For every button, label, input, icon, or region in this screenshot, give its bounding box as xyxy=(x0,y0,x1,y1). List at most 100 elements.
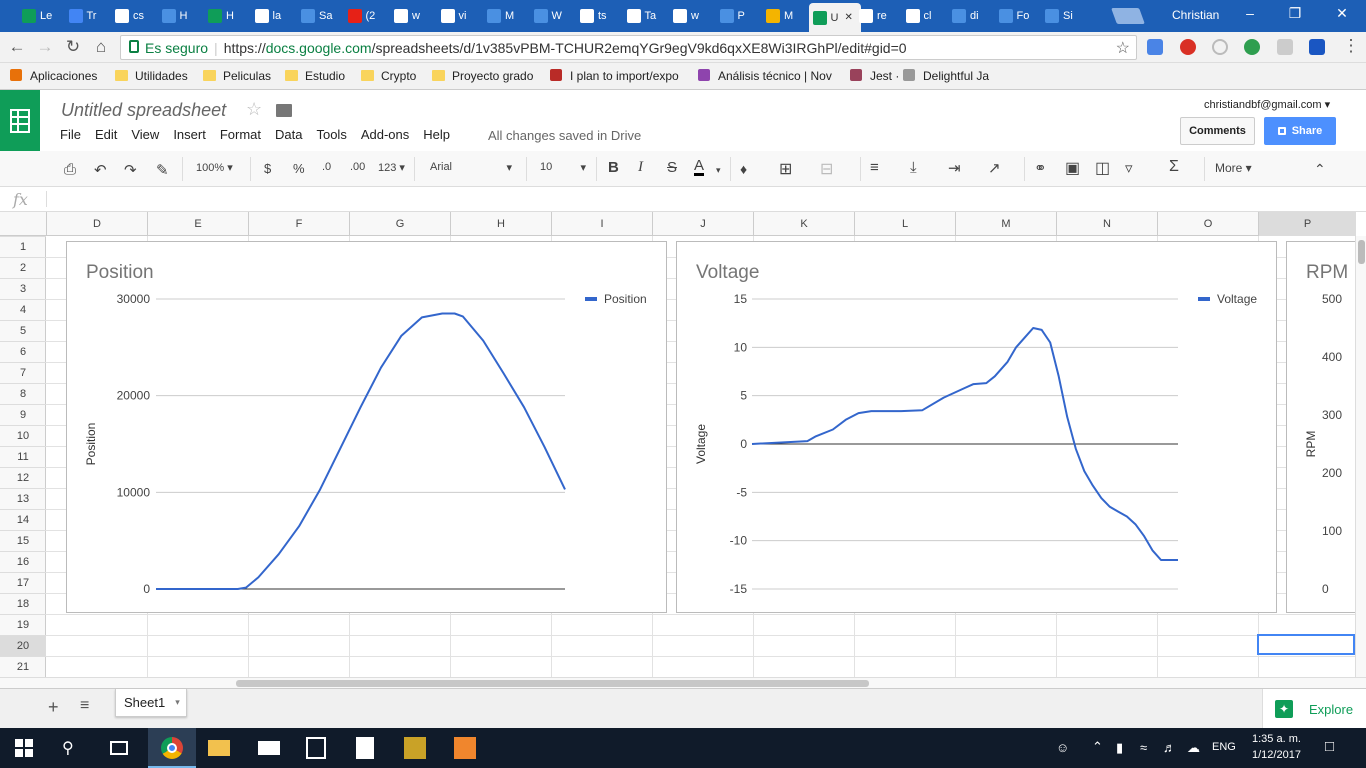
share-button[interactable]: Share xyxy=(1264,117,1336,145)
document-title[interactable]: Untitled spreadsheet xyxy=(61,100,227,120)
close-window-icon[interactable]: ✕ xyxy=(1336,5,1348,21)
browser-tab[interactable]: M xyxy=(483,4,527,28)
column-header[interactable]: P xyxy=(1258,212,1356,236)
formula-input[interactable] xyxy=(54,192,1354,208)
column-header[interactable]: E xyxy=(147,212,248,236)
menu-insert[interactable]: Insert xyxy=(173,127,206,142)
onedrive-icon[interactable]: ☁ xyxy=(1187,740,1200,755)
add-sheet-icon[interactable]: + xyxy=(48,697,59,717)
row-header[interactable]: 1 xyxy=(0,236,46,257)
save-status[interactable]: All changes saved in Drive xyxy=(488,128,642,143)
store-icon[interactable] xyxy=(306,737,326,759)
column-header[interactable]: J xyxy=(652,212,753,236)
translate-extension-icon[interactable] xyxy=(1147,39,1163,55)
explore-button[interactable]: ✦ Explore xyxy=(1262,689,1366,729)
bookmark-item[interactable]: Jest · xyxy=(850,69,899,83)
file-explorer-icon[interactable] xyxy=(208,740,230,756)
menu-help[interactable]: Help xyxy=(423,127,450,142)
decrease-decimals-button[interactable]: .0 xyxy=(322,161,332,173)
align-left-icon[interactable]: ≡ xyxy=(870,159,879,176)
all-sheets-icon[interactable]: ≡ xyxy=(80,697,90,714)
browser-tab[interactable]: Ta xyxy=(623,4,667,28)
bold-button[interactable]: B xyxy=(608,159,619,176)
menu-edit[interactable]: Edit xyxy=(94,127,118,142)
menu-format[interactable]: Format xyxy=(219,127,261,142)
home-icon[interactable]: ⌂ xyxy=(95,37,107,56)
insert-comment-icon[interactable]: ▣ xyxy=(1065,160,1081,177)
mail-icon[interactable] xyxy=(258,741,280,755)
text-rotation-icon[interactable]: ↗ xyxy=(988,160,1001,177)
vertical-scrollbar[interactable] xyxy=(1355,236,1366,677)
bookmark-item[interactable]: Delightful Ja xyxy=(903,69,989,83)
star-icon[interactable]: ☆ xyxy=(246,99,263,119)
rpm-chart[interactable]: RPM RPM 500 400 300 200 100 0 xyxy=(1286,241,1355,613)
bookmark-item[interactable]: Estudio xyxy=(285,69,345,83)
volume-icon[interactable]: ♬ xyxy=(1163,740,1176,755)
bookmark-item[interactable]: Utilidades xyxy=(115,69,188,83)
more-button[interactable]: More ▾ xyxy=(1215,161,1252,175)
browser-tab[interactable]: M xyxy=(762,4,806,28)
browser-tab[interactable]: la xyxy=(251,4,295,28)
column-header[interactable]: D xyxy=(46,212,147,236)
series-line[interactable] xyxy=(751,327,1178,561)
scroll-thumb[interactable] xyxy=(1358,240,1365,264)
scroll-thumb[interactable] xyxy=(236,680,869,687)
bookmark-item[interactable]: I plan to import/expo xyxy=(550,69,679,83)
browser-tab[interactable]: Fo xyxy=(995,4,1039,28)
browser-tab[interactable]: Tr xyxy=(65,4,109,28)
clock-date[interactable]: 1/12/2017 xyxy=(1252,749,1301,761)
forward-icon[interactable]: → xyxy=(36,37,54,56)
reload-icon[interactable]: ↻ xyxy=(65,37,81,56)
browser-tab[interactable]: H xyxy=(158,4,202,28)
column-header[interactable]: F xyxy=(248,212,349,236)
row-header[interactable]: 16 xyxy=(0,551,46,572)
row-header[interactable]: 11 xyxy=(0,446,46,467)
close-tab-icon[interactable]: ✕ xyxy=(844,12,853,23)
increase-decimals-button[interactable]: .00 xyxy=(350,161,366,173)
row-header[interactable]: 12 xyxy=(0,467,46,488)
browser-tab[interactable]: U ✕ xyxy=(808,3,861,32)
row-header[interactable]: 9 xyxy=(0,404,46,425)
paint-format-icon[interactable]: ✎ xyxy=(156,162,169,179)
undo-icon[interactable]: ↶ xyxy=(94,162,107,179)
chrome-menu-icon[interactable]: ⋮ xyxy=(1342,36,1360,55)
account-email[interactable]: christiandbf@gmail.com ▾ xyxy=(1204,99,1331,111)
redo-icon[interactable]: ↷ xyxy=(124,162,137,179)
restore-icon[interactable]: ❐ xyxy=(1288,5,1302,21)
browser-tab[interactable]: w xyxy=(669,4,713,28)
wifi-icon[interactable]: ≈ xyxy=(1140,740,1148,755)
calculator-icon[interactable] xyxy=(356,737,374,759)
media-player-icon[interactable] xyxy=(404,737,426,759)
row-header[interactable]: 4 xyxy=(0,299,46,320)
sheets-logo-icon[interactable] xyxy=(0,90,40,151)
italic-button[interactable]: I xyxy=(638,159,643,175)
selected-cell[interactable] xyxy=(1257,634,1355,655)
bookmark-star-icon[interactable]: ☆ xyxy=(1115,40,1130,57)
column-header[interactable]: N xyxy=(1056,212,1157,236)
print-icon[interactable]: ⎙ xyxy=(64,161,77,178)
browser-tab[interactable]: Sa xyxy=(297,4,341,28)
borders-icon[interactable]: ⊞ xyxy=(779,161,793,178)
column-header[interactable]: I xyxy=(551,212,652,236)
browser-user-name[interactable]: Christian xyxy=(1172,8,1220,22)
chevron-down-icon[interactable]: ▾ xyxy=(716,165,721,175)
notifications-icon[interactable]: □ xyxy=(1325,738,1335,755)
sublime-text-icon[interactable] xyxy=(454,737,476,759)
menu-tools[interactable]: Tools xyxy=(316,127,347,142)
insert-link-icon[interactable]: ⚭ xyxy=(1034,160,1047,177)
vertical-align-icon[interactable]: ⤓ xyxy=(910,159,917,176)
row-header[interactable]: 7 xyxy=(0,362,46,383)
bookmark-extension-icon[interactable] xyxy=(1309,39,1325,55)
url-input[interactable]: Es seguro | https://docs.google.com/spre… xyxy=(120,35,1137,60)
row-header[interactable]: 21 xyxy=(0,656,46,677)
sheet-tab[interactable]: Sheet1 ▾ xyxy=(115,689,187,717)
bookmark-item[interactable]: Proyecto grado xyxy=(432,69,533,83)
position-chart[interactable]: Position Position 30000 20000 10000 0 Position xyxy=(66,241,667,613)
battery-icon[interactable]: ▮ xyxy=(1116,740,1124,755)
column-header[interactable]: K xyxy=(753,212,854,236)
row-header[interactable]: 15 xyxy=(0,530,46,551)
browser-tab[interactable]: cl xyxy=(902,4,946,28)
text-wrap-icon[interactable]: ⇥ xyxy=(948,160,961,177)
row-header[interactable]: 20 xyxy=(0,635,46,656)
search-icon[interactable]: ⚲ xyxy=(62,740,74,757)
